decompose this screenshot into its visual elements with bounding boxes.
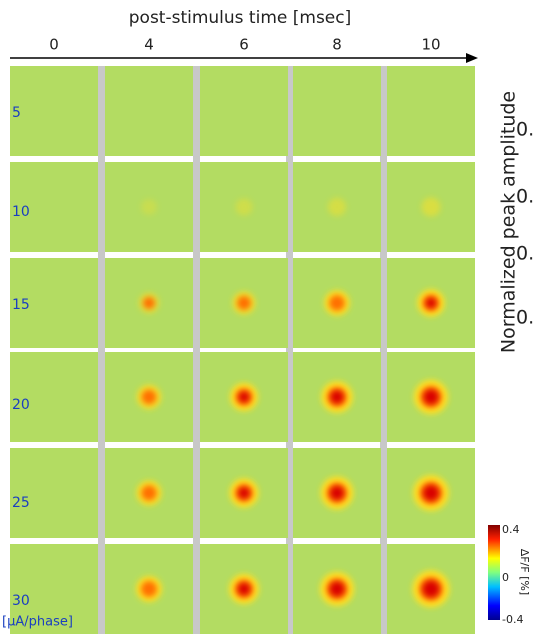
image-panel: [10, 448, 98, 538]
side-tick: 0.: [516, 307, 533, 329]
activation-mid: [329, 295, 345, 311]
activation-core: [238, 583, 250, 595]
row-label: 30: [12, 593, 30, 609]
image-panel: [387, 66, 475, 156]
activation-core: [329, 581, 345, 597]
image-panel: [10, 544, 98, 634]
row-unit: [μA/phase]: [2, 615, 73, 630]
separator: [286, 66, 293, 634]
column-label: 0: [49, 36, 59, 54]
row-label: 5: [12, 105, 21, 121]
activation-core: [426, 298, 436, 308]
activation-core: [422, 580, 440, 598]
colorbar-tick: 0: [502, 571, 509, 584]
activation-halo: [421, 197, 441, 217]
activation-core: [423, 485, 439, 501]
row-label: 15: [12, 297, 30, 313]
row-label: 20: [12, 397, 30, 413]
column-label: 4: [144, 36, 154, 54]
side-tick: 0.: [516, 119, 533, 141]
side-tick: 0.: [516, 186, 533, 208]
activation-halo: [235, 198, 253, 216]
activation-core: [238, 391, 250, 403]
activation-halo: [327, 197, 347, 217]
separator: [193, 66, 200, 634]
activation-mid: [237, 296, 251, 310]
side-tick: 0.: [516, 243, 533, 265]
image-panel: [293, 66, 381, 156]
side-label: Normalized peak amplitude: [498, 91, 520, 353]
image-panel: [105, 66, 193, 156]
activation-halo: [141, 199, 157, 215]
row-label: 10: [12, 204, 30, 220]
separator: [380, 66, 387, 634]
activation-mid: [141, 389, 157, 405]
arrow-head: [466, 53, 478, 63]
colorbar-tick: 0.4: [502, 523, 520, 536]
column-label: 10: [421, 36, 440, 54]
column-label: 6: [239, 36, 249, 54]
activation-core: [330, 390, 344, 404]
image-panel: [10, 162, 98, 252]
image-panel: [10, 66, 98, 156]
activation-core: [423, 389, 439, 405]
colorbar-tick: -0.4: [502, 613, 523, 626]
activation-mid: [142, 296, 156, 310]
image-panel: [200, 66, 288, 156]
image-panel: [10, 352, 98, 442]
image-panel: [10, 258, 98, 348]
activation-mid: [141, 581, 157, 597]
activation-core: [238, 487, 250, 499]
separator: [98, 66, 105, 634]
column-label: 8: [332, 36, 342, 54]
activation-core: [330, 486, 344, 500]
axis-title: post-stimulus time [msec]: [129, 8, 352, 28]
colorbar-label: ∆F/F [%]: [518, 548, 531, 595]
colorbar: [488, 525, 500, 620]
activation-mid: [141, 485, 157, 501]
row-label: 25: [12, 495, 30, 511]
